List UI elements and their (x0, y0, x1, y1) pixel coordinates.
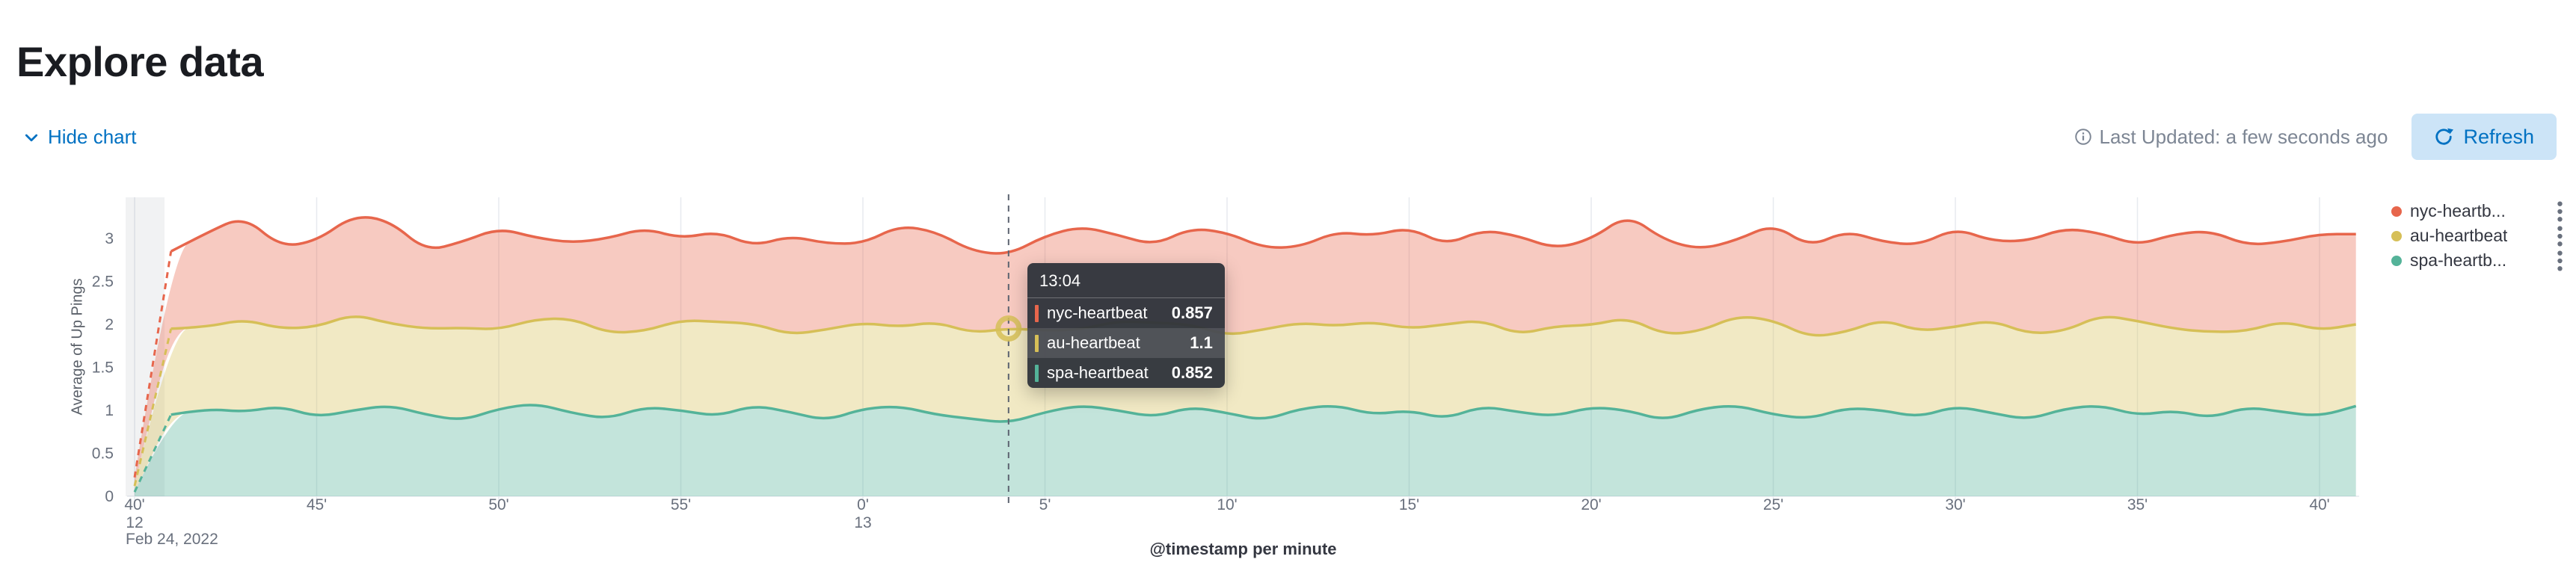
y-tick-label: 0.5 (92, 445, 114, 463)
legend-item-label: nyc-heartb... (2410, 201, 2506, 220)
x-tick-label: 25' (1763, 496, 1783, 513)
legend-item-label: spa-heartb... (2410, 250, 2507, 270)
partial-line-spa-heartbeat (133, 414, 173, 493)
x-tick-label: 45' (307, 496, 327, 513)
y-axis-title: Average of Up Pings (69, 278, 86, 416)
chart-controls: Last Updated: a few seconds ago Refresh (2074, 114, 2557, 160)
x-tick-label: 30' (1945, 496, 1965, 513)
legend-color-dot (2391, 206, 2402, 217)
x-tick-label: 50' (488, 496, 508, 513)
legend-item-menu-icon[interactable] (2555, 200, 2565, 223)
x-tick-label: 10' (1217, 496, 1237, 513)
partial-line-nyc-heartbeat (133, 251, 173, 478)
line-nyc-heartbeat (170, 216, 2356, 255)
tooltip-row: spa-heartbeat 0.852 (1027, 358, 1225, 388)
tooltip-series-label: nyc-heartbeat (1047, 303, 1148, 322)
area-spa-heartbeat (135, 405, 2356, 496)
x-axis-title: @timestamp per minute (1149, 540, 1337, 558)
legend-item-menu-icon[interactable] (2555, 250, 2565, 272)
tooltip-series-swatch (1035, 364, 1039, 382)
y-tick-label: 2.5 (92, 274, 114, 291)
tooltip-header: 13:04 (1027, 263, 1225, 298)
last-updated-status: Last Updated: a few seconds ago (2074, 126, 2388, 149)
x-tick-label: 20' (1581, 496, 1601, 513)
tooltip-series-swatch (1035, 304, 1039, 322)
page-title: Explore data (16, 37, 264, 85)
hover-marker (995, 315, 1022, 342)
refresh-icon (2434, 127, 2454, 146)
tooltip-series-label: spa-heartbeat (1047, 363, 1149, 382)
line-spa-heartbeat (170, 404, 2357, 423)
y-tick-label: 0 (105, 488, 114, 505)
legend-item-label: au-heartbeat (2410, 226, 2508, 245)
x-tick-label: 55' (671, 496, 691, 513)
x-tick-hour-label: 12 (126, 514, 143, 531)
tooltip-series-value: 0.852 (1171, 363, 1213, 382)
y-tick-label: 3 (105, 230, 114, 247)
tooltip-row: nyc-heartbeat 0.857 (1027, 298, 1225, 328)
x-tick-hour-label: 13 (854, 514, 871, 531)
tooltip-series-value: 1.1 (1190, 333, 1213, 352)
partial-line-au-heartbeat (133, 328, 173, 487)
area-nyc-heartbeat (135, 217, 2356, 487)
hide-chart-toggle[interactable]: Hide chart (22, 126, 137, 149)
legend-item-menu-icon[interactable] (2555, 225, 2565, 247)
tooltip-series-label: au-heartbeat (1047, 333, 1140, 352)
legend-item[interactable]: au-heartbeat (2391, 223, 2565, 248)
hide-chart-label: Hide chart (48, 126, 137, 148)
x-tick-label: 5' (1039, 496, 1051, 513)
legend-item[interactable]: nyc-heartb... (2391, 199, 2565, 223)
chevron-down-icon (22, 129, 40, 146)
line-au-heartbeat (170, 315, 2356, 337)
legend-color-dot (2391, 255, 2402, 266)
x-tick-label: 40' (124, 496, 144, 513)
last-updated-text: Last Updated: a few seconds ago (2099, 125, 2388, 148)
area-au-heartbeat (135, 316, 2356, 493)
x-tick-label: 15' (1399, 496, 1419, 513)
legend-item[interactable]: spa-heartb... (2391, 248, 2565, 273)
partial-bucket-band (126, 197, 165, 496)
y-tick-label: 2 (105, 316, 114, 333)
chart-tooltip: 13:04 nyc-heartbeat 0.857 au-heartbeat 1.1 s… (1027, 263, 1225, 388)
x-tick-label: 40' (2309, 496, 2329, 513)
tooltip-series-swatch (1035, 334, 1039, 352)
info-icon (2074, 128, 2092, 146)
tooltip-rows: nyc-heartbeat 0.857 au-heartbeat 1.1 spa-hea… (1027, 298, 1225, 388)
legend-color-dot (2391, 230, 2402, 241)
x-tick-label: 0' (857, 496, 869, 513)
x-tick-date-label: Feb 24, 2022 (126, 531, 218, 548)
chart-legend: nyc-heartb... au-heartbeat spa-heartb... (2391, 199, 2565, 273)
tooltip-row: au-heartbeat 1.1 (1027, 328, 1225, 358)
y-tick-label: 1.5 (92, 359, 114, 377)
refresh-button[interactable]: Refresh (2411, 114, 2557, 160)
refresh-label: Refresh (2463, 125, 2534, 148)
y-tick-label: 1 (105, 402, 114, 419)
tooltip-series-value: 0.857 (1171, 303, 1213, 322)
x-tick-label: 35' (2127, 496, 2148, 513)
